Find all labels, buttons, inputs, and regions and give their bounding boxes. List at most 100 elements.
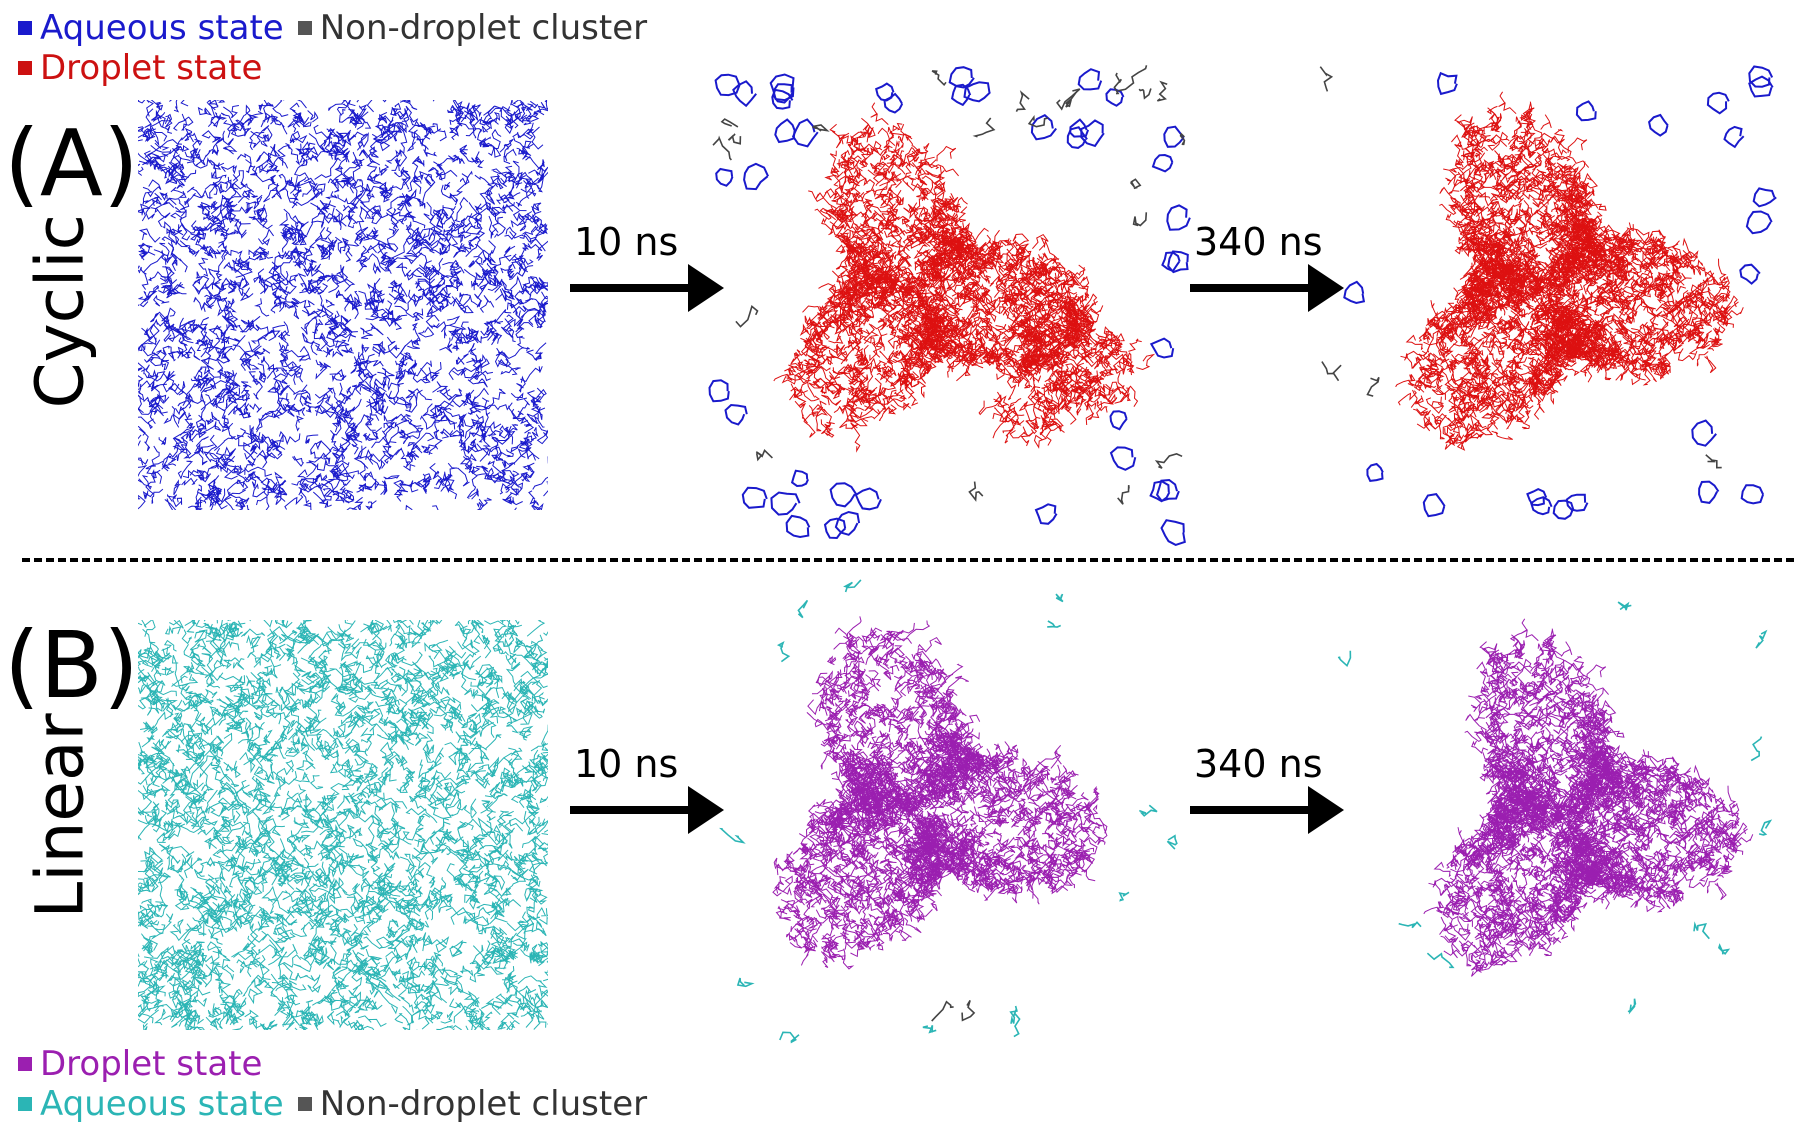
droplet-molecule bbox=[1449, 433, 1459, 445]
aqueous-chain bbox=[291, 698, 311, 709]
aqueous-molecule bbox=[272, 290, 282, 309]
aqueous-molecule bbox=[195, 237, 208, 252]
aqueous-molecule bbox=[406, 273, 422, 281]
droplet-molecule bbox=[1714, 312, 1729, 327]
droplet-molecule bbox=[1052, 382, 1069, 394]
droplet-molecule bbox=[1452, 216, 1480, 229]
droplet-molecule bbox=[851, 138, 868, 152]
aqueous-molecule bbox=[516, 147, 527, 156]
aqueous-molecule bbox=[293, 232, 304, 245]
aqueous-molecule bbox=[150, 395, 164, 402]
aqueous-molecule bbox=[213, 288, 227, 301]
droplet-molecule bbox=[1478, 289, 1492, 301]
droplet-molecule bbox=[841, 228, 868, 238]
aqueous-molecule bbox=[289, 134, 308, 144]
aqueous-molecule bbox=[162, 279, 178, 289]
aqueous-chain bbox=[524, 646, 542, 662]
droplet-molecule bbox=[1008, 369, 1027, 380]
aqueous-molecule bbox=[332, 339, 350, 347]
droplet-molecule bbox=[830, 172, 842, 189]
droplet-molecule bbox=[1554, 207, 1573, 215]
aqueous-molecule bbox=[426, 238, 452, 252]
aqueous-molecule bbox=[210, 104, 227, 120]
aqueous-molecule bbox=[430, 240, 447, 251]
aqueous-ring bbox=[1166, 204, 1191, 231]
aqueous-molecule bbox=[148, 398, 164, 417]
aqueous-molecule bbox=[468, 256, 483, 268]
droplet-molecule bbox=[1623, 335, 1636, 349]
droplet-molecule bbox=[815, 346, 839, 355]
aqueous-molecule bbox=[366, 400, 385, 412]
aqueous-molecule bbox=[306, 203, 328, 236]
aqueous-molecule bbox=[521, 140, 534, 154]
droplet-molecule bbox=[1456, 435, 1472, 451]
droplet-molecule bbox=[873, 359, 886, 373]
droplet-molecule bbox=[1000, 413, 1015, 429]
droplet-molecule bbox=[1455, 241, 1468, 251]
droplet-molecule bbox=[1463, 181, 1486, 193]
droplet-molecule bbox=[1468, 320, 1497, 344]
droplet-molecule bbox=[877, 127, 896, 146]
droplet-molecule bbox=[1442, 423, 1456, 438]
aqueous-molecule bbox=[466, 348, 478, 364]
aqueous-molecule bbox=[318, 482, 327, 505]
aqueous-molecule bbox=[244, 444, 258, 460]
aqueous-molecule bbox=[341, 344, 355, 354]
droplet-molecule bbox=[928, 260, 937, 281]
aqueous-molecule bbox=[412, 372, 431, 384]
aqueous-molecule bbox=[138, 142, 162, 164]
droplet-molecule bbox=[1544, 368, 1562, 379]
aqueous-molecule bbox=[363, 471, 380, 491]
aqueous-molecule bbox=[393, 170, 411, 186]
droplet-molecule bbox=[1547, 191, 1561, 205]
aqueous-molecule bbox=[489, 323, 499, 342]
aqueous-chain bbox=[345, 720, 360, 728]
aqueous-molecule bbox=[435, 273, 446, 290]
droplet-molecule bbox=[1436, 369, 1459, 389]
droplet-molecule bbox=[879, 350, 894, 373]
droplet-molecule bbox=[931, 324, 950, 337]
droplet-molecule bbox=[859, 277, 873, 294]
aqueous-chain bbox=[470, 798, 477, 819]
aqueous-molecule bbox=[386, 196, 405, 217]
panel-b-arrow-2-label: 340 ns bbox=[1194, 742, 1323, 786]
droplet-molecule bbox=[1487, 215, 1501, 234]
aqueous-molecule bbox=[462, 205, 483, 222]
droplet-molecule bbox=[1660, 363, 1671, 376]
droplet-molecule bbox=[890, 226, 905, 248]
aqueous-molecule bbox=[216, 219, 226, 233]
droplet-molecule bbox=[876, 193, 893, 207]
aqueous-molecule bbox=[406, 136, 419, 152]
droplet-molecule bbox=[850, 330, 867, 346]
droplet-molecule bbox=[1506, 202, 1522, 221]
aqueous-molecule bbox=[177, 169, 197, 187]
droplet-molecule bbox=[1032, 262, 1045, 271]
droplet-molecule bbox=[817, 300, 834, 317]
droplet-molecule bbox=[882, 388, 889, 407]
droplet-molecule bbox=[1552, 371, 1560, 383]
aqueous-molecule bbox=[138, 416, 154, 430]
droplet-molecule bbox=[832, 367, 845, 376]
droplet-molecule bbox=[1677, 348, 1698, 362]
droplet-molecule bbox=[1472, 267, 1486, 280]
aqueous-molecule bbox=[458, 430, 467, 449]
aqueous-molecule bbox=[256, 495, 270, 510]
droplet-molecule bbox=[898, 296, 910, 308]
aqueous-molecule bbox=[443, 475, 454, 494]
aqueous-molecule bbox=[381, 126, 398, 142]
aqueous-ring bbox=[1436, 71, 1458, 96]
droplet-molecule bbox=[1706, 296, 1716, 311]
droplet-molecule bbox=[1404, 353, 1416, 369]
aqueous-molecule bbox=[381, 314, 401, 327]
aqueous-chain bbox=[335, 1003, 359, 1017]
aqueous-molecule bbox=[416, 181, 436, 209]
droplet-molecule bbox=[1469, 413, 1480, 431]
droplet-molecule bbox=[995, 358, 1014, 379]
aqueous-molecule bbox=[433, 320, 447, 339]
aqueous-molecule bbox=[352, 151, 363, 167]
aqueous-molecule bbox=[488, 215, 497, 239]
aqueous-molecule bbox=[209, 453, 228, 470]
droplet-molecule bbox=[1594, 330, 1605, 342]
aqueous-molecule bbox=[344, 398, 362, 421]
aqueous-molecule bbox=[158, 437, 167, 446]
